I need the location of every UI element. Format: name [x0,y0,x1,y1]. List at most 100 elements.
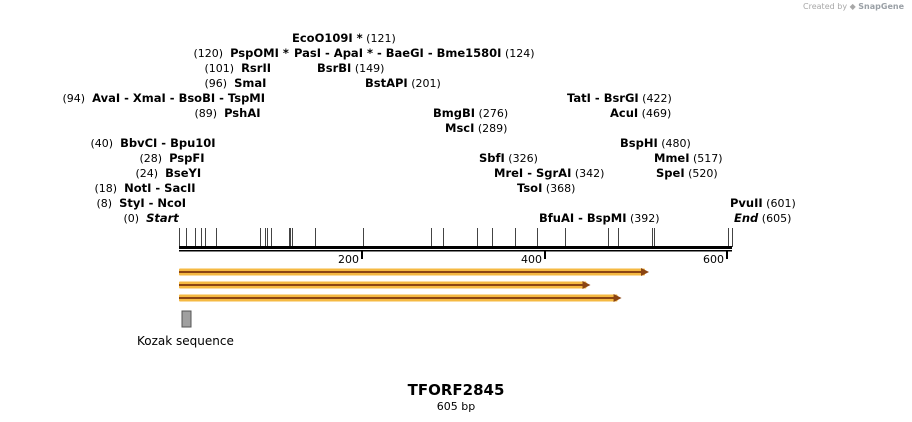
enzyme-label: MmeI (517) [654,151,730,165]
enzyme-name: BsrGI [604,91,639,105]
enzyme-name: TspMI [228,91,265,105]
enzyme-separator: - [321,46,334,60]
enzyme-label: (0) Start [120,211,179,225]
enzyme-label: BfuAI - BspMI (392) [539,211,667,225]
enzyme-name: BsrBI [317,61,351,75]
enzyme-name: PspFI [169,151,204,165]
enzyme-label: BmgBI (276) [433,106,515,120]
enzyme-label: End (605) [734,211,798,225]
enzyme-position: (120) [190,47,230,60]
orf-arrow-head [613,294,622,302]
enzyme-label: AcuI (469) [610,106,678,120]
snapgene-credit: Created by ◆ SnapGene [803,2,904,11]
enzyme-name: Bpu10I [170,136,215,150]
enzyme-name: BfuAI [539,211,574,225]
enzyme-name: SmaI [234,76,266,90]
enzyme-position: (101) [201,62,241,75]
enzyme-label: SbfI (326) [479,151,545,165]
enzyme-label: (24) BseYI [132,166,201,180]
enzyme-label: (101) RsrII [201,61,271,75]
snapgene-logo-icon: ◆ [849,2,856,11]
enzyme-name: SacII [164,181,195,195]
map-title: TFORF2845 [407,381,505,399]
orf-arrow-head [582,281,591,289]
enzyme-separator: - [424,46,437,60]
enzyme-label: BspHI (480) [620,136,698,150]
enzyme-label: (120) PspOMI * [190,46,289,60]
enzyme-position: (480) [658,137,698,150]
credit-prefix: Created by [803,2,848,11]
enzyme-separator: - [215,91,228,105]
enzyme-name: PspOMI * [230,46,289,60]
ruler-tick-label: 600 [703,253,724,266]
ruler-tick-label: 400 [521,253,542,266]
orf-arrow-core [179,297,616,299]
enzyme-label: BsrBI (149) [317,61,391,75]
enzyme-position: (392) [627,212,667,225]
enzyme-name: ApaI * [334,46,373,60]
enzyme-position: (368) [542,182,582,195]
enzyme-label: SpeI (520) [656,166,725,180]
enzyme-name: MreI [494,166,523,180]
enzyme-label: (40) BbvCI - Bpu10I [87,136,216,150]
enzyme-separator: - [145,196,158,210]
enzyme-position: (289) [474,122,514,135]
enzyme-separator: - [157,136,170,150]
enzyme-name: SgrAI [536,166,571,180]
orf-arrow-core [179,271,643,273]
enzyme-position: (201) [408,77,448,90]
map-canvas: EcoO109I * (121) (120) PspOMI * PasI - Ap… [59,31,803,348]
enzyme-position: (342) [571,167,611,180]
enzyme-position: (149) [351,62,391,75]
enzyme-name: MmeI [654,151,690,165]
enzyme-name: XmaI [133,91,166,105]
enzyme-position: (96) [201,77,234,90]
enzyme-label: EcoO109I * (121) [292,31,403,45]
enzyme-label: TatI - BsrGI (422) [567,91,679,105]
enzyme-name: BsoBI [179,91,216,105]
enzyme-label: MreI - SgrAI (342) [494,166,611,180]
enzyme-name: SbfI [479,151,505,165]
enzyme-label: (28) PspFI [136,151,205,165]
enzyme-name: BstAPI [365,76,408,90]
enzyme-name: AcuI [610,106,638,120]
sequence-backbone [179,246,732,249]
enzyme-name: Start [146,211,179,225]
enzyme-position: (121) [363,32,403,45]
enzyme-separator: - [373,46,386,60]
enzyme-label: PasI - ApaI * - BaeGI - Bme1580I (124) [294,46,542,60]
sequence-backbone-lower [179,250,732,252]
enzyme-label: MscI (289) [445,121,514,135]
enzyme-separator: - [166,91,179,105]
enzyme-name: TsoI [517,181,542,195]
enzyme-name: NotI [124,181,151,195]
enzyme-position: (326) [505,152,545,165]
enzyme-position: (40) [87,137,120,150]
orf-arrow-core [179,284,585,286]
enzyme-name: AvaI [92,91,120,105]
enzyme-position: (422) [639,92,679,105]
enzyme-name: BspMI [587,211,627,225]
enzyme-name: NcoI [157,196,186,210]
enzyme-label: TsoI (368) [517,181,582,195]
enzyme-name: PasI [294,46,321,60]
enzyme-name: StyI [119,196,145,210]
enzyme-position: (601) [763,197,803,210]
enzyme-name: PvuII [730,196,763,210]
enzyme-position: (8) [93,197,119,210]
enzyme-separator: - [151,181,164,195]
enzyme-label: (18) NotI - SacII [91,181,196,195]
enzyme-label: (8) StyI - NcoI [93,196,186,210]
enzyme-name: RsrII [241,61,271,75]
enzyme-name: BmgBI [433,106,475,120]
enzyme-name: BbvCI [120,136,157,150]
enzyme-name: MscI [445,121,474,135]
enzyme-position: (18) [91,182,124,195]
enzyme-label: (94) AvaI - XmaI - BsoBI - TspMI [59,91,265,105]
enzyme-label: (89) PshAI [191,106,261,120]
kozak-feature-box [181,310,192,328]
map-length: 605 bp [436,400,476,413]
enzyme-position: (276) [475,107,515,120]
enzyme-label: PvuII (601) [730,196,803,210]
